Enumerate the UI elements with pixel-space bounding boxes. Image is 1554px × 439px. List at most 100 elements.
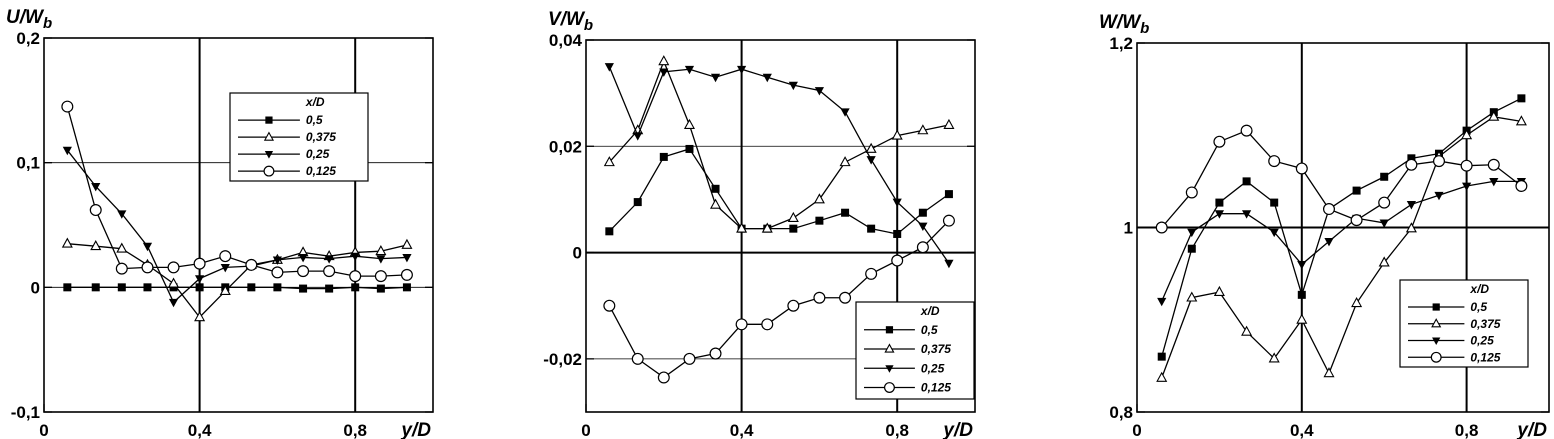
data-point — [1405, 222, 1417, 233]
data-point — [788, 81, 798, 91]
data-point — [840, 108, 850, 117]
data-point — [737, 65, 747, 75]
series-line — [1161, 180, 1522, 302]
data-point — [813, 193, 825, 204]
data-point — [684, 65, 695, 75]
data-point — [1215, 198, 1224, 207]
x-axis-label: y/D — [1516, 420, 1547, 439]
data-point — [61, 237, 73, 248]
data-point — [1241, 210, 1252, 219]
y-axis-label-subscript: b — [584, 17, 593, 34]
data-point — [63, 283, 72, 292]
legend-label: 0,25 — [1470, 334, 1494, 348]
data-point — [1297, 290, 1306, 299]
data-point — [1297, 261, 1307, 270]
y-tick-label: -0,1 — [11, 403, 40, 422]
data-point — [1296, 313, 1308, 324]
data-point — [245, 258, 258, 271]
legend-marker — [263, 165, 275, 177]
data-point — [167, 261, 180, 274]
data-point — [841, 208, 850, 217]
data-point — [193, 257, 206, 270]
y-tick-label: 0 — [573, 244, 582, 263]
data-point — [376, 255, 386, 264]
data-point — [1213, 135, 1226, 148]
data-point — [117, 210, 127, 219]
data-point — [657, 371, 670, 384]
data-point — [1270, 198, 1279, 207]
series-4 — [61, 100, 413, 283]
data-point — [683, 118, 696, 129]
data-point — [1487, 158, 1500, 171]
data-point — [375, 245, 387, 256]
legend: x/D 0,5 0,375 0,25 0,125 — [1399, 279, 1529, 368]
data-point — [761, 318, 774, 331]
x-axis-label: y/D — [942, 420, 973, 439]
data-point — [685, 144, 694, 153]
data-point — [1322, 203, 1335, 216]
legend-label: 0,25 — [306, 147, 330, 161]
data-point — [219, 284, 231, 296]
data-point — [374, 270, 387, 283]
y-axis-label-subscript: b — [1140, 20, 1149, 37]
data-point — [116, 242, 128, 253]
data-point — [194, 311, 206, 322]
legend-label: 0,375 — [921, 342, 951, 356]
data-point — [605, 227, 614, 236]
y-tick-label: 0,1 — [16, 154, 40, 173]
data-point — [761, 222, 773, 233]
data-point — [1214, 210, 1224, 219]
data-point — [1156, 371, 1168, 382]
data-point — [272, 256, 282, 265]
data-point — [603, 299, 616, 312]
data-point — [1434, 191, 1444, 201]
data-point — [1157, 352, 1166, 361]
data-point — [1488, 110, 1500, 121]
data-point — [814, 87, 824, 96]
legend-marker — [1432, 303, 1440, 311]
legend-marker — [265, 116, 273, 124]
y-tick-label: 0,02 — [549, 137, 582, 156]
data-point — [1240, 124, 1253, 137]
data-point — [1157, 297, 1167, 307]
data-point — [219, 250, 232, 263]
series-line — [608, 66, 950, 264]
series-line — [67, 286, 407, 290]
legend-label: 0,5 — [1470, 300, 1487, 314]
data-point — [815, 216, 824, 225]
data-point — [711, 184, 720, 193]
legend-label: 0,25 — [921, 361, 945, 375]
data-point — [401, 238, 413, 249]
data-point — [944, 259, 954, 269]
series-2 — [1156, 110, 1527, 382]
data-point — [918, 208, 927, 217]
data-point — [1461, 129, 1473, 140]
legend-marker — [263, 131, 275, 141]
data-point — [299, 284, 308, 293]
x-tick-label: 0 — [1132, 421, 1141, 439]
x-tick-label: 0,4 — [188, 421, 212, 439]
data-point — [1242, 177, 1251, 186]
data-point — [90, 240, 102, 251]
data-point — [787, 211, 799, 222]
series-3 — [604, 63, 954, 269]
series-line — [66, 149, 407, 304]
data-point — [1517, 94, 1526, 103]
legend-title: x/D — [1469, 282, 1489, 296]
legend: x/D 0,5 0,375 0,25 0,125 — [229, 92, 369, 182]
legend-title: x/D — [305, 95, 325, 109]
data-point — [62, 146, 72, 156]
data-point — [839, 291, 852, 304]
legend-marker — [885, 365, 894, 373]
legend-marker — [1431, 318, 1442, 328]
data-point — [349, 270, 362, 283]
data-point — [604, 63, 614, 72]
data-point — [631, 352, 644, 365]
data-point — [789, 224, 798, 233]
data-point — [710, 73, 721, 83]
series-4 — [1155, 124, 1528, 234]
data-point — [943, 118, 955, 129]
data-point — [1269, 228, 1279, 238]
legend-label: 0,375 — [306, 130, 336, 144]
data-point — [710, 198, 722, 209]
